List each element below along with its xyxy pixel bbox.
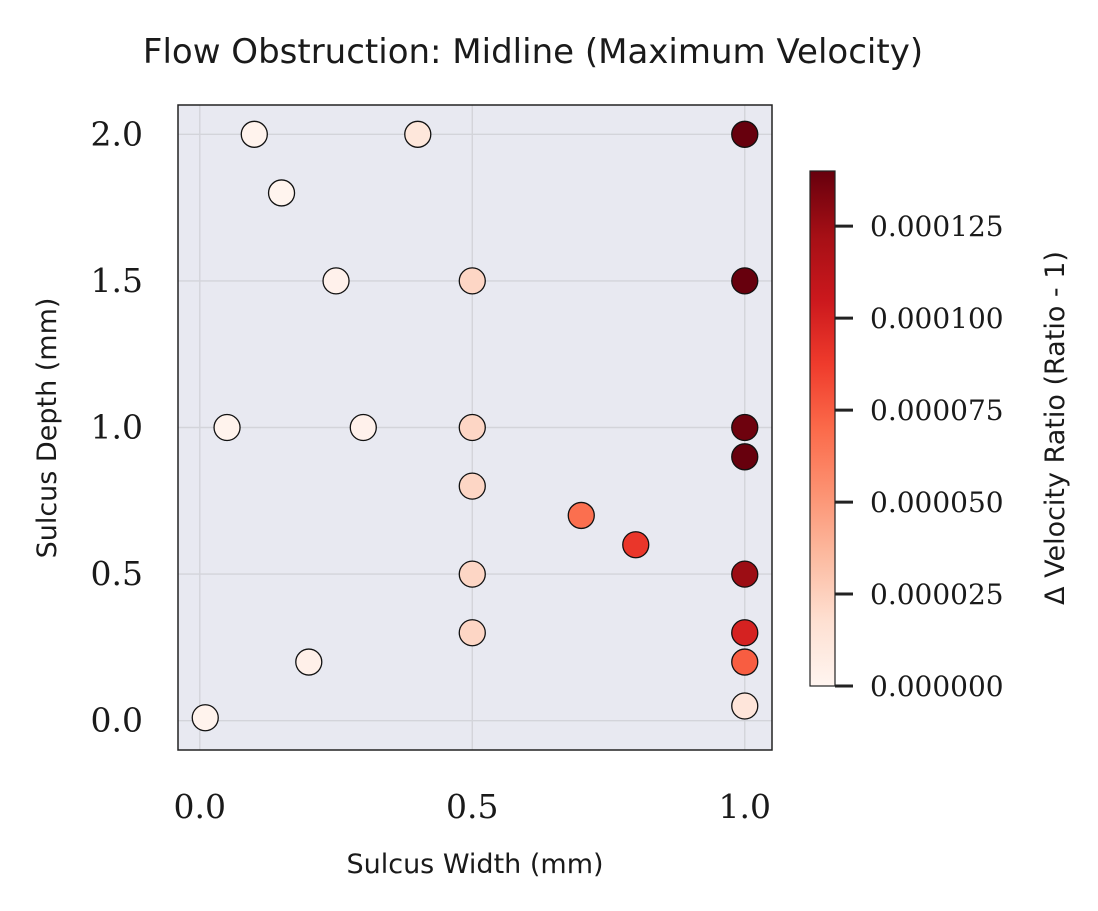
x-axis-label: Sulcus Width (mm) — [346, 849, 603, 880]
colorbar-tick-label: 0.000050 — [870, 486, 1004, 519]
x-axis-ticks: 0.0 0.5 1.0 — [174, 787, 771, 826]
colorbar-label: Δ Velocity Ratio (Ratio - 1) — [1040, 251, 1071, 605]
scatter-point — [731, 443, 759, 471]
x-tick-label: 0.0 — [174, 787, 226, 826]
scatter-point — [731, 619, 759, 647]
scatter-point — [295, 648, 323, 676]
y-tick-label: 2.0 — [91, 114, 143, 153]
scatter-point — [404, 120, 432, 148]
data-points — [191, 120, 759, 732]
colorbar-ticks: 0.000000 0.000025 0.000050 0.000075 0.000100… — [835, 210, 1004, 703]
x-tick-label: 0.5 — [446, 787, 498, 826]
scatter-point — [731, 692, 759, 720]
y-tick-label: 0.5 — [91, 554, 143, 593]
scatter-point — [731, 120, 759, 148]
scatter-point — [458, 619, 486, 647]
colorbar — [809, 170, 836, 687]
scatter-point — [322, 267, 350, 295]
y-tick-label: 0.0 — [91, 701, 143, 740]
x-tick-label: 1.0 — [719, 787, 771, 826]
y-axis-label: Sulcus Depth (mm) — [32, 298, 63, 559]
colorbar-tick-label: 0.000075 — [870, 394, 1004, 427]
colorbar-tick-label: 0.000100 — [870, 302, 1004, 335]
scatter-point — [731, 413, 759, 442]
scatter-point — [191, 704, 219, 732]
chart-title: Flow Obstruction: Midline (Maximum Veloc… — [143, 32, 923, 72]
plot-frame — [177, 104, 773, 751]
y-tick-label: 1.5 — [91, 261, 143, 300]
scatter-point — [731, 648, 759, 676]
colorbar-tick-label: 0.000025 — [870, 578, 1004, 611]
scatter-point — [458, 560, 486, 588]
scatter-point — [240, 120, 268, 148]
scatter-point — [731, 267, 759, 295]
scatter-point — [622, 531, 650, 559]
y-tick-label: 1.0 — [91, 408, 143, 447]
scatter-point — [731, 560, 759, 588]
colorbar-tick-label: 0.000125 — [870, 210, 1004, 243]
colorbar-tick-label: 0.000000 — [870, 670, 1004, 703]
scatter-point — [567, 501, 595, 530]
scatter-point — [458, 267, 486, 295]
scatter-point — [458, 472, 486, 500]
scatter-point — [458, 413, 486, 442]
y-axis-ticks: 0.0 0.5 1.0 1.5 2.0 — [91, 114, 143, 739]
scatter-point — [213, 413, 241, 442]
scatter-point — [267, 179, 296, 207]
scatter-point — [349, 413, 377, 442]
